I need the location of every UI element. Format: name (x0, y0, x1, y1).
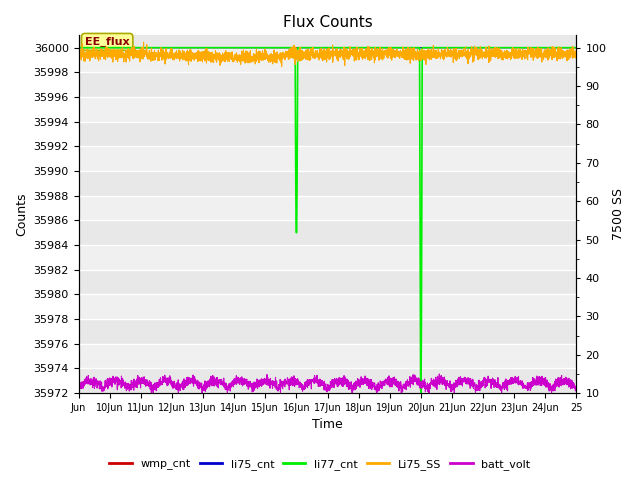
li75_cnt (573, 45, 580, 50)
li77_cnt (75, 45, 83, 50)
batt_volt (435, 371, 443, 377)
Li75_SS (132, 54, 140, 60)
li77_cnt (287, 45, 295, 50)
batt_volt (509, 376, 517, 382)
wmp_cnt (75, 45, 83, 50)
Li75_SS (563, 58, 571, 64)
li75_cnt (161, 45, 169, 50)
Text: EE_flux: EE_flux (85, 37, 129, 47)
li75_cnt (563, 45, 570, 50)
li77_cnt (417, 390, 425, 396)
li75_cnt (509, 45, 517, 50)
li75_cnt (266, 45, 273, 50)
Li75_SS (509, 55, 517, 60)
Line: li77_cnt: li77_cnt (79, 48, 577, 393)
li77_cnt (266, 45, 273, 50)
Li75_SS (287, 53, 295, 59)
Y-axis label: Counts: Counts (15, 192, 28, 236)
li75_cnt (287, 45, 295, 50)
li75_cnt (75, 45, 83, 50)
li77_cnt (573, 45, 580, 50)
batt_volt (563, 376, 571, 382)
wmp_cnt (509, 45, 517, 50)
Bar (79, 196, 577, 220)
X-axis label: Time: Time (312, 419, 343, 432)
batt_volt (75, 384, 83, 390)
wmp_cnt (573, 45, 580, 50)
Bar (79, 36, 577, 48)
Li75_SS (266, 52, 273, 58)
li77_cnt (509, 45, 517, 50)
li75_cnt (132, 45, 140, 50)
Y-axis label: 7500 SS: 7500 SS (612, 188, 625, 240)
Li75_SS (161, 61, 169, 67)
wmp_cnt (266, 45, 273, 50)
Bar (79, 344, 577, 369)
Bar (79, 319, 577, 344)
li77_cnt (563, 45, 571, 50)
Bar (79, 97, 577, 122)
Bar (79, 270, 577, 294)
batt_volt (266, 381, 273, 386)
Bar (79, 369, 577, 393)
batt_volt (198, 392, 206, 397)
Li75_SS (75, 51, 83, 57)
wmp_cnt (563, 45, 570, 50)
batt_volt (573, 385, 580, 391)
Li75_SS (278, 63, 285, 69)
Bar (79, 171, 577, 196)
Bar (79, 48, 577, 72)
batt_volt (161, 375, 169, 381)
Bar (79, 294, 577, 319)
wmp_cnt (287, 45, 295, 50)
batt_volt (132, 382, 140, 388)
li77_cnt (132, 45, 140, 50)
Bar (79, 220, 577, 245)
wmp_cnt (132, 45, 140, 50)
Bar (79, 122, 577, 146)
Bar (79, 72, 577, 97)
Li75_SS (573, 45, 580, 50)
Legend: wmp_cnt, li75_cnt, li77_cnt, Li75_SS, batt_volt: wmp_cnt, li75_cnt, li77_cnt, Li75_SS, ba… (105, 455, 535, 474)
Line: Li75_SS: Li75_SS (79, 42, 577, 66)
Line: batt_volt: batt_volt (79, 374, 577, 395)
li77_cnt (161, 45, 169, 50)
wmp_cnt (161, 45, 169, 50)
batt_volt (287, 381, 295, 386)
Bar (79, 146, 577, 171)
Bar (79, 245, 577, 270)
Li75_SS (140, 39, 147, 45)
Title: Flux Counts: Flux Counts (283, 15, 372, 30)
